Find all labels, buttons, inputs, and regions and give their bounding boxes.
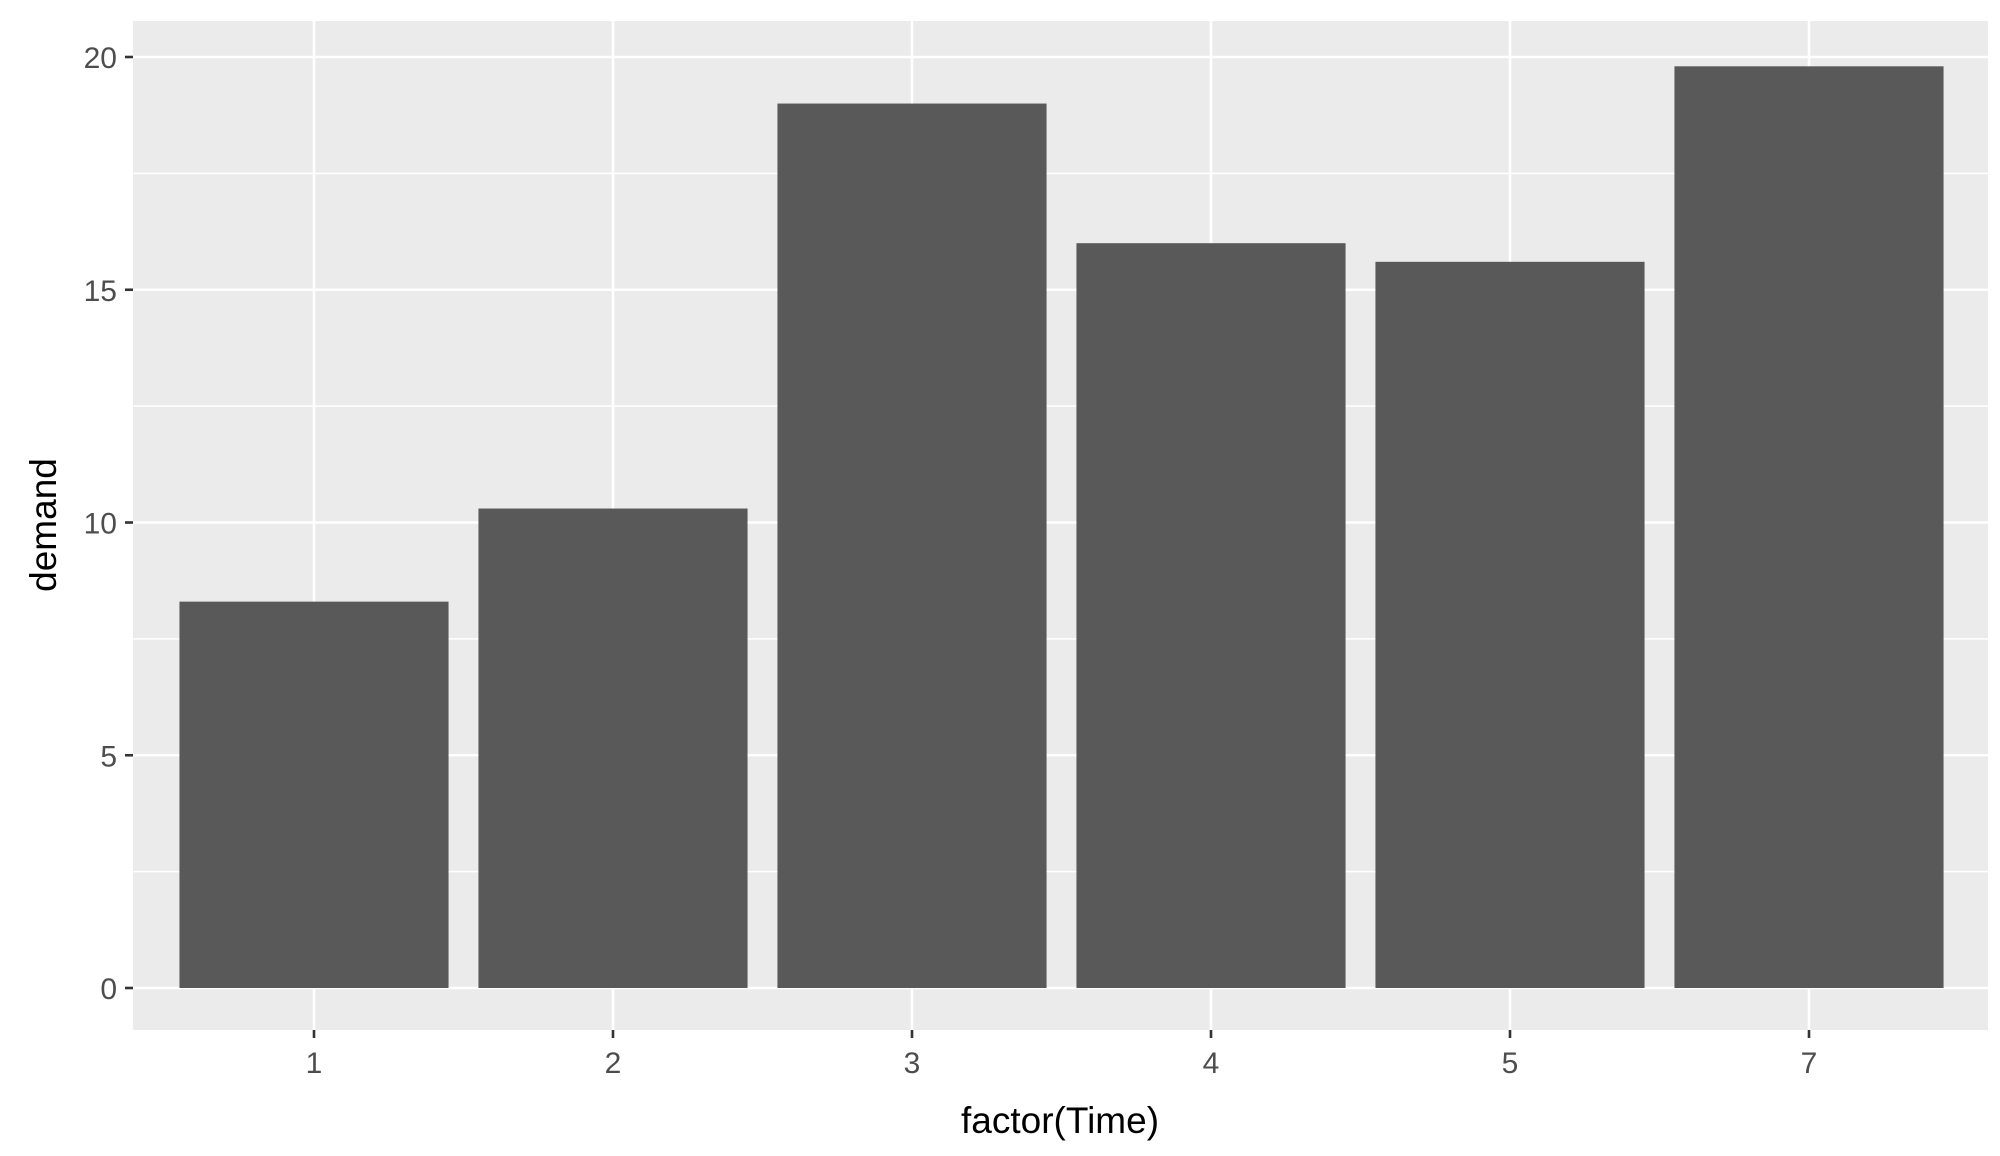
x-tick-label: 2 [605,1047,622,1080]
bar [179,601,449,988]
y-tick-label: 15 [84,275,117,308]
y-tick-label: 0 [100,973,117,1006]
x-tick-label: 7 [1801,1047,1818,1080]
y-tick-label: 5 [100,740,117,773]
x-tick-label: 3 [904,1047,921,1080]
y-axis: 0 5 10 15 20 [84,42,133,1006]
x-tick-label: 5 [1502,1047,1519,1080]
y-tick-label: 20 [84,42,117,75]
bar [1076,243,1346,988]
x-tick-label: 1 [306,1047,323,1080]
y-axis-title: demand [23,458,64,592]
bar [777,103,1047,989]
y-tick-label: 10 [84,508,117,541]
bar [478,508,748,988]
x-axis: 1 2 3 4 5 7 [306,1030,1818,1080]
x-axis-title: factor(Time) [961,1100,1159,1141]
bars [179,66,1944,989]
bar [1375,261,1645,988]
x-tick-label: 4 [1203,1047,1220,1080]
bar [1674,66,1944,988]
